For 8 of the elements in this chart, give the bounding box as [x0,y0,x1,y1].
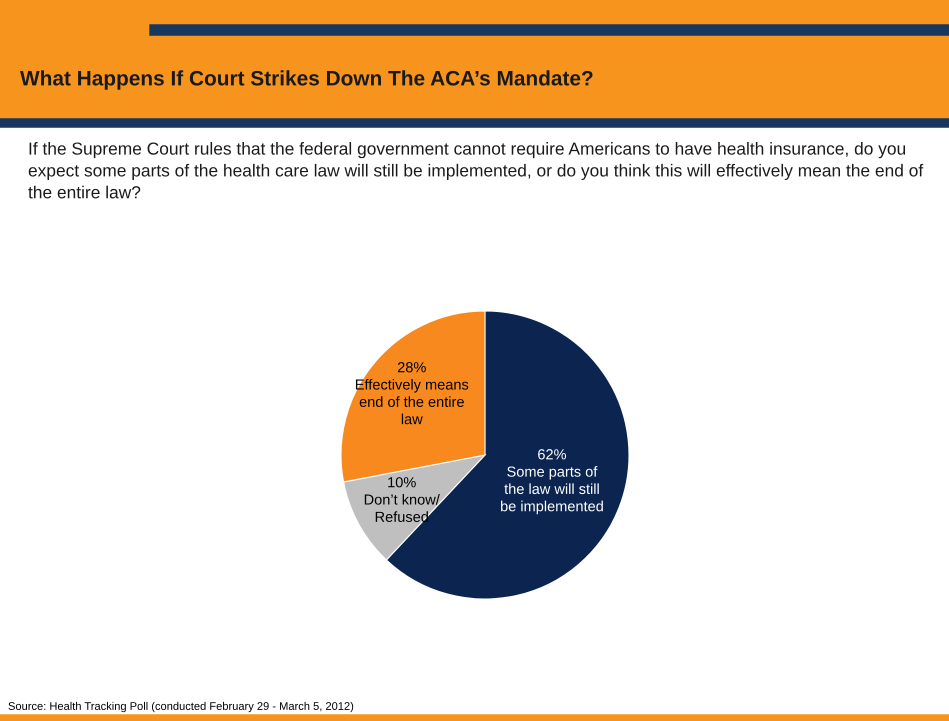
data-label: 62% [538,449,566,460]
data-label: 10% [388,477,416,488]
data-label: 28% [398,362,426,372]
chart-subtitle: If the Supreme Court rules that the federal government cannot require Americans to have health insurance, do you expect some parts of the health care law will still be implemented, or do you think this will effectively mean the end of the entire law? [28,142,924,198]
chart-title: What Happens If Court Strikes Down The ACA’s Mandate? [20,70,593,90]
slice-label: Some parts of the law will still be implemented [501,466,603,514]
source-note: Source: Health Tracking Poll (conducted February 29 - March 5, 2012) [8,702,354,712]
slice-label: Don’t know/ Refused [364,494,440,522]
